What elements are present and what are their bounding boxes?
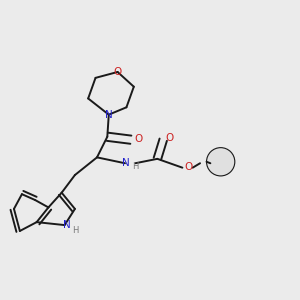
Text: O: O [134,134,142,144]
Text: O: O [166,133,174,143]
Text: N: N [122,158,130,168]
Text: N: N [105,110,113,120]
Text: H: H [72,226,78,236]
Circle shape [206,148,235,176]
Text: O: O [185,162,193,172]
Text: N: N [63,220,71,230]
Text: H: H [132,162,139,171]
Text: O: O [113,67,122,77]
